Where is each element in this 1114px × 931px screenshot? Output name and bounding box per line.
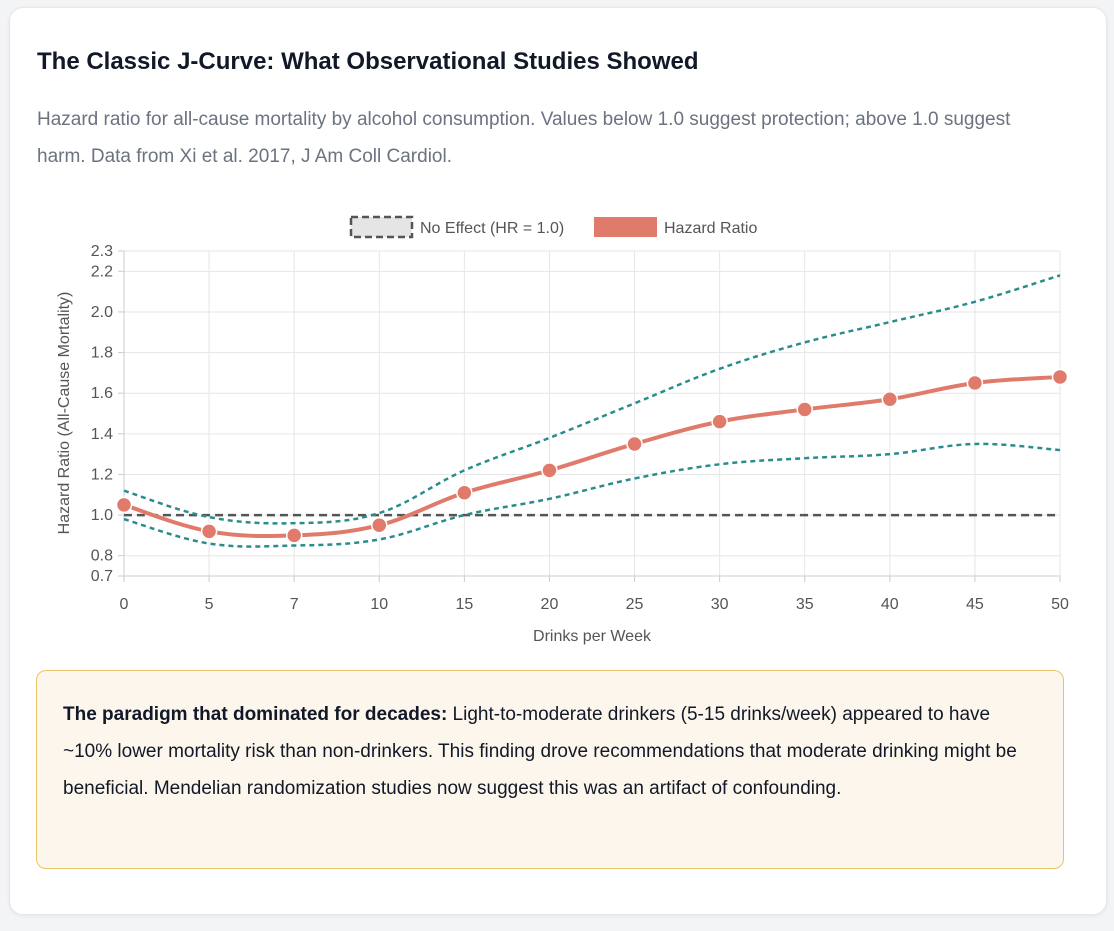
y-axis-title: Hazard Ratio (All-Cause Mortality) bbox=[56, 292, 73, 535]
hazard-ratio-point[interactable] bbox=[1051, 368, 1069, 386]
hazard-ratio-point[interactable] bbox=[881, 391, 899, 408]
legend: No Effect (HR = 1.0) Hazard Ratio bbox=[349, 215, 757, 239]
hazard-ratio-point[interactable] bbox=[966, 374, 984, 392]
hazard-ratio-line bbox=[123, 374, 1061, 539]
hazard-ratio-point[interactable] bbox=[626, 435, 643, 453]
x-tick-label: 5 bbox=[205, 596, 214, 613]
x-tick-label: 10 bbox=[370, 596, 388, 613]
series-lines bbox=[123, 274, 1061, 548]
x-tick-label: 45 bbox=[966, 596, 984, 613]
y-tick-label: 0.7 bbox=[91, 568, 113, 585]
hazard-ratio-point[interactable] bbox=[796, 401, 813, 418]
j-curve-chart: 0.7 0.8 1.0 1.2 1.4 1.6 1.8 2.0 2.2 2.3 0 5 7 10 15 20 2… bbox=[56, 215, 1069, 645]
axes: 0.7 0.8 1.0 1.2 1.4 1.6 1.8 2.0 2.2 2.3 0 5 7 10 15 20 2… bbox=[91, 243, 1069, 613]
x-tick-label: 7 bbox=[290, 596, 299, 613]
chart-subtitle: Hazard ratio for all-cause mortality by … bbox=[37, 109, 1011, 167]
y-tick-label: 1.8 bbox=[91, 345, 113, 362]
y-tick-label: 0.8 bbox=[91, 548, 113, 565]
y-tick-label: 2.3 bbox=[91, 243, 113, 260]
x-tick-label: 0 bbox=[120, 596, 129, 613]
callout-body-text: Light-to-moderate drinkers (5-15 drinks/… bbox=[63, 704, 1017, 799]
y-tick-label: 1.4 bbox=[91, 426, 113, 443]
hazard-ratio-point[interactable] bbox=[711, 413, 728, 430]
x-tick-label: 15 bbox=[455, 596, 473, 613]
x-tick-label: 35 bbox=[796, 596, 814, 613]
y-tick-label: 2.0 bbox=[91, 304, 113, 321]
hazard-ratio-point[interactable] bbox=[541, 462, 558, 479]
hazard-ratio-point[interactable] bbox=[285, 527, 303, 544]
x-axis-title: Drinks per Week bbox=[533, 628, 652, 645]
grid-lines bbox=[123, 250, 1061, 577]
x-tick-label: 25 bbox=[626, 596, 644, 613]
legend-no-effect-label[interactable]: No Effect (HR = 1.0) bbox=[420, 220, 564, 237]
hazard-ratio-point[interactable] bbox=[115, 496, 133, 514]
data-points bbox=[115, 368, 1069, 544]
x-tick-label: 30 bbox=[711, 596, 729, 613]
x-tick-label: 20 bbox=[541, 596, 559, 613]
x-tick-label: 50 bbox=[1051, 596, 1069, 613]
legend-hazard-ratio-label[interactable]: Hazard Ratio bbox=[664, 220, 757, 237]
y-tick-label: 1.6 bbox=[91, 385, 113, 402]
hazard-ratio-point[interactable] bbox=[200, 523, 218, 540]
upper-ci-line bbox=[123, 274, 1061, 525]
y-tick-label: 1.0 bbox=[91, 507, 113, 524]
chart-title: The Classic J-Curve: What Observational … bbox=[37, 48, 699, 75]
callout-box: The paradigm that dominated for decades:… bbox=[36, 670, 1064, 869]
legend-hazard-ratio-swatch[interactable] bbox=[594, 217, 657, 237]
y-tick-label: 2.2 bbox=[91, 263, 113, 280]
hazard-ratio-point[interactable] bbox=[371, 516, 388, 534]
callout-bold-text: The paradigm that dominated for decades: bbox=[63, 704, 448, 725]
legend-no-effect-swatch[interactable] bbox=[349, 215, 414, 239]
x-tick-label: 40 bbox=[881, 596, 899, 613]
y-tick-label: 1.2 bbox=[91, 466, 113, 483]
lower-ci-line bbox=[123, 442, 1061, 548]
hazard-ratio-point[interactable] bbox=[456, 484, 473, 501]
